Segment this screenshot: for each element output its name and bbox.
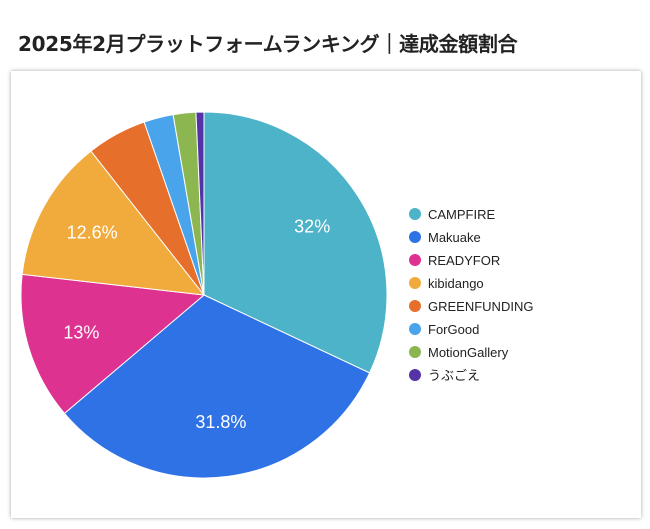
legend-label-campfire: CAMPFIRE xyxy=(428,207,496,222)
legend-marker-campfire xyxy=(409,208,421,220)
legend-label-forgood: ForGood xyxy=(428,322,479,337)
slice-label-readyfor: 13% xyxy=(63,322,99,342)
slice-label-campfire: 32% xyxy=(294,216,330,236)
pie-slice-makuake xyxy=(63,294,371,479)
legend-label-greenfunding: GREENFUNDING xyxy=(428,299,533,314)
pie-slice-campfire xyxy=(203,111,388,374)
chart-title: 2025年2月プラットフォームランキング｜達成金額割合 xyxy=(18,32,518,56)
legend-label-kibidango: kibidango xyxy=(428,276,484,291)
pie-slice-kibidango xyxy=(21,150,206,296)
slice-label-makuake: 31.8% xyxy=(195,412,246,432)
pie-slice-readyfor xyxy=(20,273,206,415)
legend-marker-greenfunding xyxy=(409,300,421,312)
legend-marker-motiongallery xyxy=(409,346,421,358)
legend-label-motiongallery: MotionGallery xyxy=(428,345,509,360)
legend-label-readyfor: READYFOR xyxy=(428,253,500,268)
legend-marker-series-8 xyxy=(409,369,421,381)
slice-label-kibidango: 12.6% xyxy=(67,223,118,243)
legend-marker-forgood xyxy=(409,323,421,335)
legend-label-series-8: うぶごえ xyxy=(428,368,480,383)
slice-labels: 32% 31.8% 13% 12.6% xyxy=(63,216,330,432)
pie-slices xyxy=(20,111,388,479)
legend-marker-readyfor xyxy=(409,254,421,266)
legend: CAMPFIRE Makuake READYFOR kibidango GREENFUN… xyxy=(409,207,533,383)
legend-label-makuake: Makuake xyxy=(428,230,481,245)
legend-marker-kibidango xyxy=(409,277,421,289)
legend-marker-makuake xyxy=(409,231,421,243)
pie-slice-series-8 xyxy=(195,111,205,296)
